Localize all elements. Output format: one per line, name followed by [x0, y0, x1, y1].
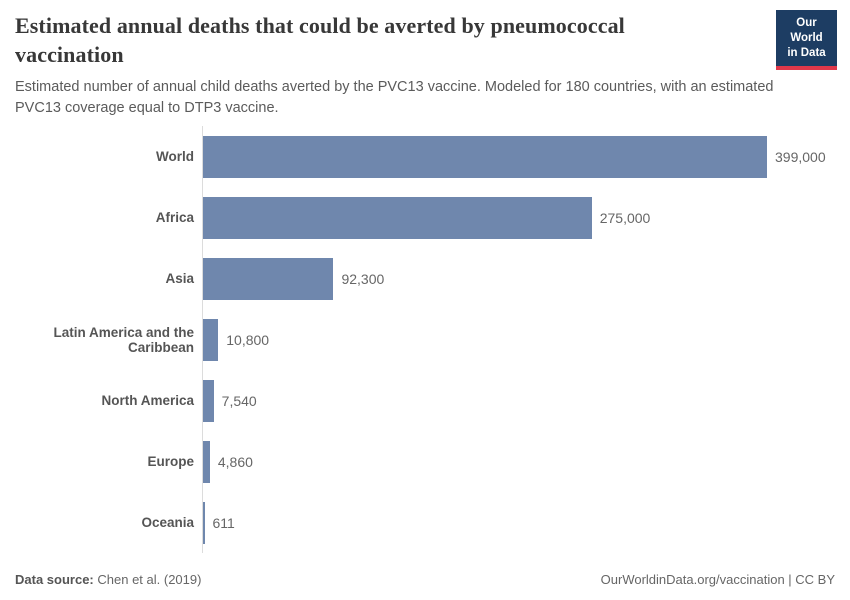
owid-logo-line1: Our World [790, 17, 823, 44]
owid-logo[interactable]: Our World in Data [776, 10, 837, 70]
bar-area: 275,000 [202, 187, 850, 248]
bar[interactable] [203, 257, 334, 300]
value-label: 399,000 [775, 148, 826, 165]
chart-row: Oceania 611 [0, 492, 850, 553]
category-label: North America [101, 393, 194, 408]
bar-area: 611 [202, 492, 850, 553]
bar[interactable] [203, 379, 214, 422]
chart-row: Asia 92,300 [0, 248, 850, 309]
bar-area: 10,800 [202, 309, 850, 370]
bar-area: 92,300 [202, 248, 850, 309]
chart-header: Estimated annual deaths that could be av… [15, 12, 835, 119]
chart-title: Estimated annual deaths that could be av… [15, 13, 625, 67]
bar[interactable] [203, 135, 767, 178]
chart-footer: Data source: Chen et al. (2019) OurWorld… [15, 572, 835, 587]
data-source-label: Data source: [15, 572, 94, 587]
data-source: Data source: Chen et al. (2019) [15, 572, 201, 587]
chart: World 399,000 Africa 275,000 Asia 92,300 Latin… [0, 126, 850, 553]
bar[interactable] [203, 196, 592, 239]
attribution-link[interactable]: OurWorldinData.org/vaccination | CC BY [600, 572, 835, 587]
category-label: World [156, 149, 194, 164]
chart-row: North America 7,540 [0, 370, 850, 431]
category-label: Europe [147, 454, 194, 469]
bar[interactable] [203, 440, 210, 483]
owid-logo-line2: in Data [787, 46, 826, 59]
bar-area: 399,000 [202, 126, 850, 187]
category-label: Oceania [141, 515, 194, 530]
bar-area: 4,860 [202, 431, 850, 492]
value-label: 92,300 [341, 270, 385, 287]
chart-row: Europe 4,860 [0, 431, 850, 492]
bar[interactable] [203, 501, 205, 544]
category-label: Latin America and the Caribbean [53, 324, 194, 355]
category-label: Africa [155, 210, 194, 225]
category-label: Asia [165, 271, 194, 286]
chart-row: Africa 275,000 [0, 187, 850, 248]
chart-subtitle: Estimated number of annual child deaths … [15, 79, 774, 117]
value-label: 611 [212, 514, 235, 531]
value-label: 275,000 [599, 209, 651, 226]
chart-row: World 399,000 [0, 126, 850, 187]
bar[interactable] [203, 318, 219, 361]
value-label: 4,860 [217, 453, 253, 470]
data-source-value: Chen et al. (2019) [97, 572, 202, 587]
bar-area: 7,540 [202, 370, 850, 431]
chart-row: Latin America and the Caribbean 10,800 [0, 309, 850, 370]
value-label: 7,540 [221, 392, 257, 409]
value-label: 10,800 [226, 331, 270, 348]
